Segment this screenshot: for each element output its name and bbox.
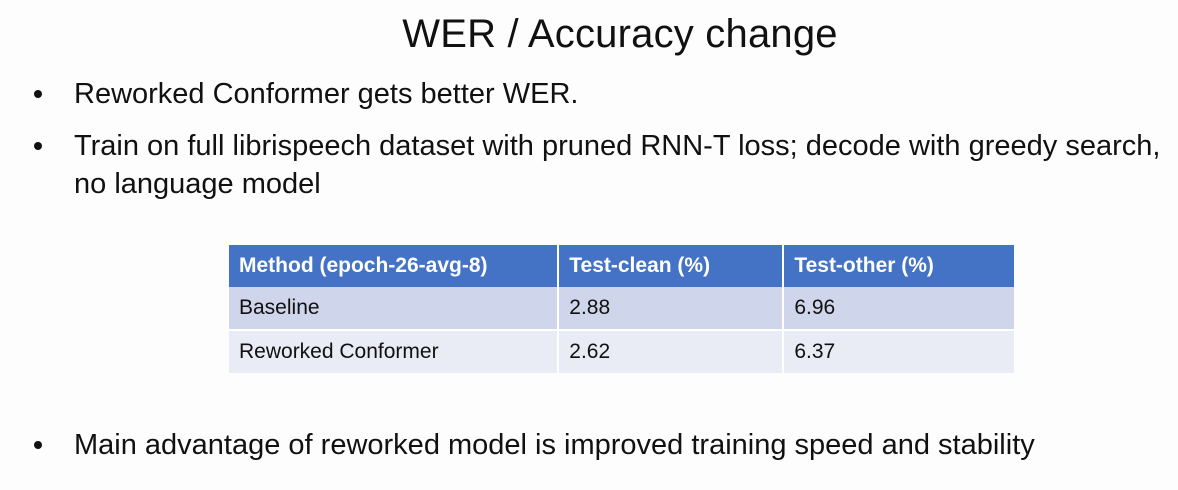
table-row: Reworked Conformer 2.62 6.37 xyxy=(229,330,1014,373)
table-row: Baseline 2.88 6.96 xyxy=(229,287,1014,331)
table-cell-test-clean: 2.88 xyxy=(558,287,785,331)
table-header-test-other: Test-other (%) xyxy=(783,245,1014,287)
table-header-method: Method (epoch-26-avg-8) xyxy=(229,245,560,287)
bullet-item: Train on full librispeech dataset with p… xyxy=(34,127,1164,203)
table-cell-method: Reworked Conformer xyxy=(229,330,560,373)
table-cell-test-clean: 2.62 xyxy=(558,330,785,373)
table-header-row: Method (epoch-26-avg-8) Test-clean (%) T… xyxy=(229,245,1014,287)
table-cell-test-other: 6.96 xyxy=(783,287,1014,331)
bullet-item: Main advantage of reworked model is impr… xyxy=(34,426,1035,464)
slide-title: WER / Accuracy change xyxy=(402,12,838,56)
table-header-test-clean: Test-clean (%) xyxy=(558,245,785,287)
results-table: Method (epoch-26-avg-8) Test-clean (%) T… xyxy=(229,245,1014,373)
table-cell-test-other: 6.37 xyxy=(783,330,1014,373)
table-cell-method: Baseline xyxy=(229,287,560,331)
bullet-item: Reworked Conformer gets better WER. xyxy=(33,75,578,113)
